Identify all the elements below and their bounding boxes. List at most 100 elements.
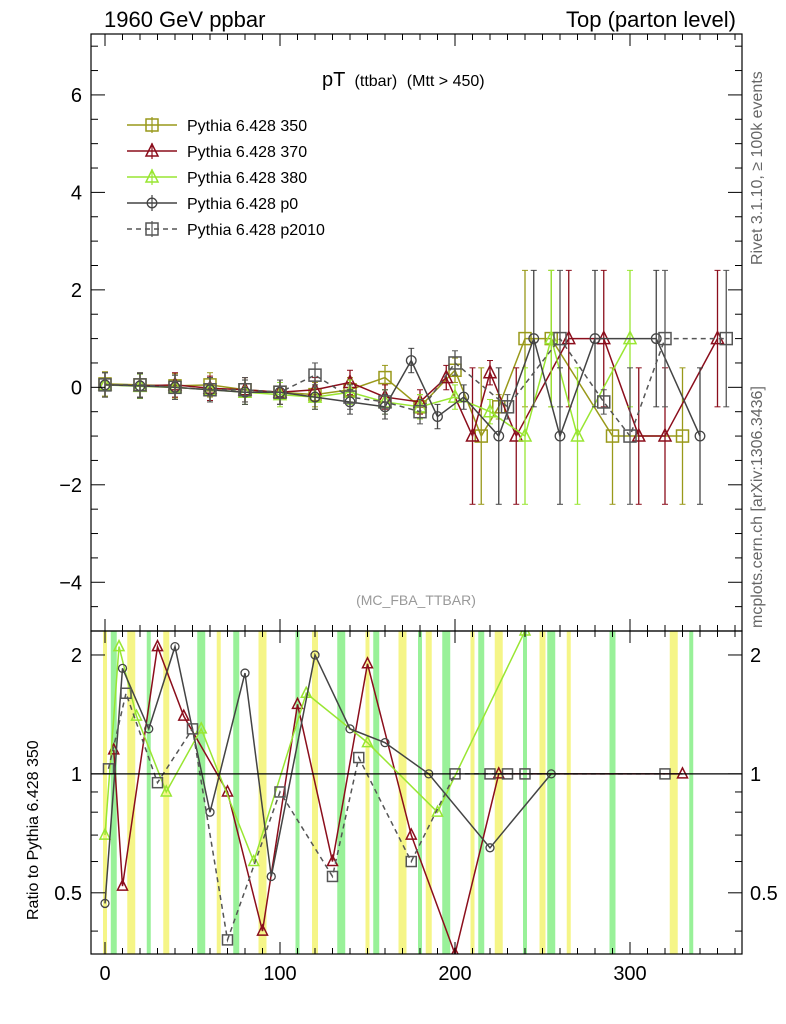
ratio-data-point [177,708,190,721]
y-tick-label: 0 [71,377,82,399]
uncertainty-band [689,631,694,954]
ratio-data-point [116,878,129,891]
ratio-data-point [405,855,417,868]
data-point [432,411,443,423]
data-point [378,370,392,385]
legend-label: Pythia 6.428 370 [187,144,307,161]
uncertainty-band [609,631,616,954]
y-tick-label: 4 [71,182,82,204]
uncertainty-band [669,631,678,954]
data-point [509,427,524,442]
legend-label: Pythia 6.428 350 [187,118,307,135]
ratio-data-point [117,663,128,674]
uncertainty-band [470,631,475,954]
ratio-data-point [492,766,505,779]
data-point [605,429,620,443]
ratio-data-point [676,766,689,779]
data-point [694,430,706,442]
ratio-y-tick-label-right: 1 [750,764,761,786]
data-point [675,429,690,443]
legend: Pythia 6.428 350 Pythia 6.428 370 Pythia 6… [127,117,325,239]
uncertainty-band [566,631,571,954]
uncertainty-band [258,631,267,954]
uncertainty-band [547,631,556,954]
data-point [589,333,601,345]
x-tick-label: 100 [263,963,296,985]
ratio-data-point [205,807,215,817]
legend-marker [144,168,160,183]
data-point [554,430,566,442]
ratio-data-point [431,804,444,817]
data-point [439,368,454,384]
uncertainty-band [425,631,432,954]
data-point [203,383,217,397]
ratio-data-point [451,946,459,954]
ratio-data-point [98,827,112,840]
ratio-data-point [405,827,418,840]
legend-label: Pythia 6.428 380 [187,170,307,187]
data-point [447,388,463,403]
uncertainty-band [312,631,318,954]
watermark-label: (MC_FBA_TTBAR) [356,592,476,608]
uncertainty-band [127,631,136,954]
data-point [657,427,673,442]
ratio-data-point [221,934,234,946]
data-point [309,391,321,403]
ratio-y-tick-label: 2 [71,645,82,667]
ratio-series-line [113,643,683,954]
data-point [517,427,533,442]
uncertainty-band [216,631,221,954]
ratio-data-point [151,776,164,789]
ratio-data-point [361,656,374,669]
y-tick-label: 6 [71,85,82,107]
uncertainty-band [337,631,346,954]
header-left: 1960 GeV ppbar [104,7,265,32]
uncertainty-band [146,631,151,954]
y-tick-label: 2 [71,280,82,302]
mcplots-label: mcplots.cern.ch [arXiv:1306.3436] [749,386,766,628]
ratio-y-tick-label: 0.5 [54,883,82,905]
ratio-y-tick-label-right: 2 [750,645,761,667]
ratio-data-point [485,843,495,853]
ratio-data-point [274,786,286,798]
main-plot-title: pT (ttbar) (Mtt > 450) [322,69,485,91]
data-point [458,391,470,403]
ratio-data-point [256,923,269,936]
data-point [597,395,611,409]
uncertainty-band [539,631,546,954]
x-tick-label: 300 [613,963,646,985]
ratio-series-line [107,690,665,943]
legend-marker [145,118,159,132]
data-point [493,430,505,442]
ratio-y-tick-label: 1 [71,764,82,786]
ratio-data-point [144,724,154,734]
data-point [405,355,417,366]
uncertainty-band [523,631,527,954]
ratio-data-point [160,784,173,797]
data-point [482,403,498,418]
data-point [168,380,182,395]
uncertainty-band [103,631,107,954]
ratio-plot-frame [90,630,743,955]
legend-label: Pythia 6.428 p2010 [187,222,325,239]
data-point [518,331,532,346]
ratio-data-point [195,721,208,734]
ratio-data-point [112,638,126,652]
series-line [104,337,683,438]
ratio-data-point [291,696,304,710]
uncertainty-band [365,631,370,954]
uncertainty-band [197,631,206,954]
y-tick-label: −4 [59,572,82,594]
y-tick-label: −2 [59,475,82,497]
ratio-data-point [345,724,355,734]
data-point [378,395,392,409]
data-point [482,364,498,379]
ratio-data-point [326,870,339,883]
data-point [570,427,585,442]
data-point [343,390,357,404]
data-point [273,385,287,399]
ratio-data-point [151,638,164,652]
uncertainty-band [233,631,240,954]
ratio-data-point [310,650,320,660]
